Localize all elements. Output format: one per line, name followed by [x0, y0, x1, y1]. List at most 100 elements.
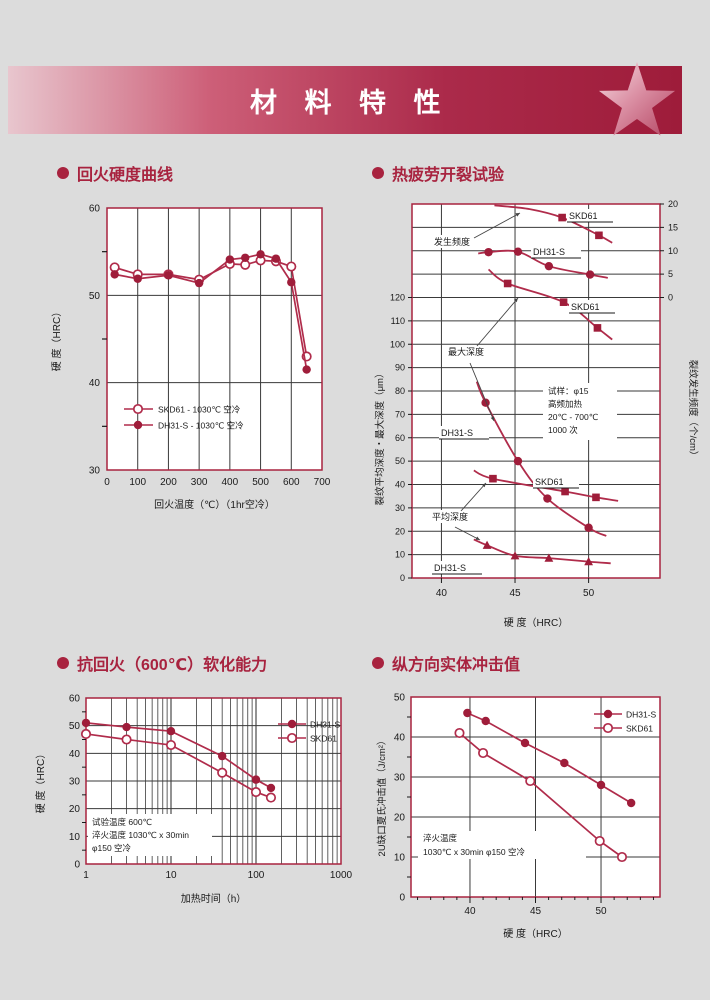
legend-label: DH31-S - 1030℃ 空冷: [158, 421, 244, 431]
data-point: [520, 738, 530, 748]
tick-label: 60: [395, 433, 405, 443]
tick-label: 400: [222, 477, 239, 488]
plot-area: [107, 208, 322, 470]
series-label: SKD61: [569, 211, 598, 221]
tick-label: 30: [394, 773, 406, 784]
annotation-text: 1030℃ x 30min φ150 空冷: [423, 847, 525, 857]
annotation-bg: [88, 814, 212, 856]
data-point: [513, 247, 523, 256]
data-point: [251, 775, 261, 784]
annotation-text: φ150 空冷: [92, 843, 132, 853]
tick-label: 100: [129, 477, 146, 488]
data-point: [122, 722, 131, 732]
pointer-arrowhead: [475, 536, 480, 540]
tick-label: 20: [668, 199, 678, 209]
tick-label: 40: [69, 749, 81, 760]
annotation-text: 高频加热: [548, 399, 583, 409]
y-axis-label: 2U缺口夏氏冲击值（J/cm²）: [376, 736, 388, 857]
tick-label: 60: [89, 204, 101, 215]
bullet-icon: [57, 657, 69, 669]
star-icon: [598, 62, 676, 136]
tick-label: 1: [83, 870, 89, 881]
label-bg: [430, 510, 474, 523]
label-bg: [569, 300, 615, 313]
data-point: [287, 278, 296, 287]
tick-label: 0: [399, 893, 405, 904]
section-title-text: 回火硬度曲线: [77, 167, 174, 184]
data-point: [525, 775, 536, 787]
data-point: [585, 270, 595, 279]
data-point: [265, 792, 277, 803]
label-bg: [531, 245, 581, 258]
data-point: [164, 271, 173, 280]
annotation-text: 1000 次: [548, 425, 578, 435]
tick-label: 50: [89, 291, 101, 302]
data-point: [510, 551, 520, 560]
data-point: [250, 787, 262, 798]
tick-label: 50: [394, 693, 406, 704]
tick-label: 30: [89, 466, 101, 477]
y-axis-label: 硬 度（HRC）: [50, 307, 63, 371]
data-point: [489, 474, 497, 483]
impact-chart: 0 10 20 30 40 50 40 45 50 硬 度（HRC） 2U缺口夏氏冲击值（J/cm²…: [376, 693, 661, 940]
tick-label: 45: [530, 906, 542, 917]
pointer-line: [454, 526, 481, 541]
data-point: [133, 274, 142, 283]
annotation-text: 淬火温度 1030℃ x 30min: [92, 830, 189, 840]
annotation-text: 试验温度 600℃: [92, 817, 153, 827]
tick-label: 10: [394, 853, 406, 864]
annotation-bg: [418, 831, 586, 859]
series-line-0: [114, 259, 308, 357]
data-point: [561, 487, 569, 496]
series-label: 发生频度: [434, 236, 470, 247]
legend-label: SKD61: [310, 734, 337, 744]
pointer-arrowhead: [481, 483, 486, 488]
tick-label: 500: [252, 477, 269, 488]
bullet-icon: [372, 657, 384, 669]
data-point: [595, 231, 603, 240]
tick-label: 30: [69, 777, 81, 788]
data-point: [543, 494, 552, 503]
label-bg: [439, 426, 489, 439]
data-point: [271, 254, 281, 263]
tick-label: 60: [69, 694, 81, 705]
label-bg: [446, 345, 490, 358]
tick-label: 10: [668, 246, 678, 256]
tick-label: 0: [400, 573, 405, 583]
data-point: [596, 780, 606, 790]
pointer-arrowhead: [490, 416, 495, 421]
data-point: [558, 213, 566, 222]
data-point: [544, 553, 554, 562]
x-axis-label: 硬 度（HRC）: [504, 616, 568, 629]
tick-label: 20: [69, 804, 81, 815]
data-point: [484, 247, 493, 257]
tick-label: 0: [104, 477, 110, 488]
data-point: [225, 255, 235, 264]
section-title-text: 纵方向实体冲击值: [392, 657, 521, 674]
tick-label: 100: [390, 339, 405, 349]
data-point: [80, 728, 92, 740]
pointer-arrowhead: [513, 298, 518, 303]
tick-label: 0: [74, 860, 80, 871]
tick-label: 110: [391, 316, 405, 326]
x-axis-label: 硬 度（HRC）: [503, 927, 567, 940]
label-bg: [533, 475, 579, 488]
data-point: [544, 261, 554, 271]
legend-label: SKD61 - 1030℃ 空冷: [158, 405, 241, 415]
legend-label: SKD61: [626, 724, 653, 734]
pointer-line: [473, 212, 521, 239]
section-title-tempering: 回火硬度曲线: [57, 161, 173, 185]
series-label: DH31-S: [533, 247, 565, 257]
data-point: [121, 734, 132, 745]
data-point: [287, 719, 297, 729]
tick-label: 10: [69, 832, 81, 843]
tick-label: 40: [89, 378, 101, 389]
y-axis-label: 硬 度（HRC）: [34, 749, 47, 813]
data-point: [616, 851, 628, 863]
pointer-arrowhead: [515, 213, 520, 217]
y-axis-label: 裂纹平均深度・最大深度（μm）: [374, 369, 386, 506]
pointer-line: [476, 297, 519, 347]
tick-label: 0: [668, 293, 673, 303]
